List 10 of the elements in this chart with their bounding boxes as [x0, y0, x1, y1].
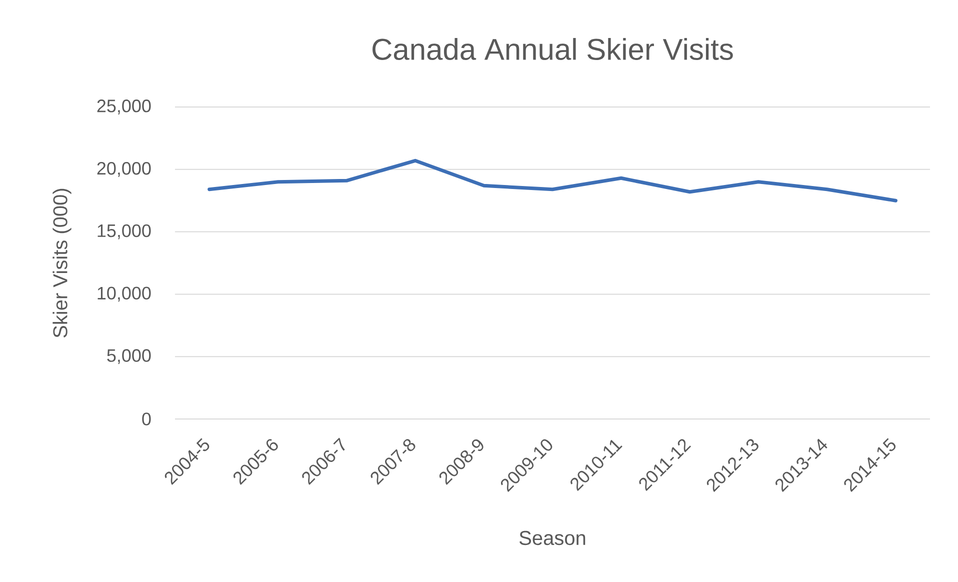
chart-title: Canada Annual Skier Visits: [372, 38, 733, 60]
y-tick-label: 10,000: [98, 286, 151, 302]
y-tick-label: 5,000: [107, 349, 151, 364]
y-axis-title: Skier Visits (000): [52, 188, 72, 338]
y-tick-label: 25,000: [97, 100, 151, 114]
y-tick-label: 15,000: [98, 224, 151, 240]
y-tick-label: 20,000: [97, 162, 151, 177]
x-axis-title: Season: [520, 530, 586, 546]
line-series: [208, 158, 898, 202]
y-tick-label: 0: [142, 412, 151, 426]
